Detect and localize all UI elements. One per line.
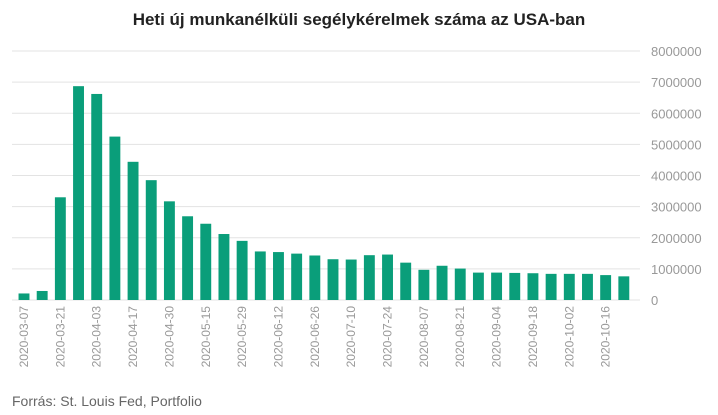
bar [582,273,593,300]
y-tick-label: 1000000 [651,262,702,277]
bar [545,273,557,300]
bar [36,290,48,300]
bar [563,273,575,300]
x-tick-label: 2020-04-30 [162,306,176,368]
bar [491,272,503,300]
bar [600,275,612,300]
bar [509,272,521,300]
bar [363,255,375,300]
bar [127,161,139,300]
bar [54,197,66,300]
bar [73,86,84,300]
x-tick-label: 2020-10-16 [599,306,613,368]
x-tick-label: 2020-08-21 [453,306,467,368]
bar [527,273,539,300]
bar [418,269,430,300]
bar [273,252,284,300]
x-axis-ticks: 2020-03-07 2020-03-21 2020-04-03 2020-04-17… [17,306,613,368]
x-tick-label: 2020-04-17 [126,306,140,368]
x-tick-label: 2020-03-07 [17,306,31,368]
chart-title: Heti új munkanélküli segélykérelmek szám… [132,10,586,29]
bar [382,254,393,300]
x-tick-label: 2020-09-18 [526,306,540,368]
bar [400,262,412,300]
bar [163,201,175,300]
x-tick-label: 2020-08-07 [417,306,431,368]
y-tick-label: 6000000 [651,106,702,121]
bar [436,265,448,300]
bar [218,234,230,300]
x-tick-label: 2020-07-24 [381,306,395,368]
bar [327,259,339,300]
bar [91,93,103,300]
x-tick-label: 2020-06-12 [271,306,285,368]
bar [200,223,212,300]
y-tick-label: 7000000 [651,75,702,90]
bar [145,180,157,300]
x-tick-label: 2020-10-02 [562,306,576,368]
y-tick-label: 3000000 [651,200,702,215]
y-tick-label: 5000000 [651,137,702,152]
y-tick-label: 4000000 [651,169,702,184]
bar [18,293,30,300]
x-tick-label: 2020-05-15 [199,306,213,368]
x-tick-label: 2020-07-10 [344,306,358,368]
bar [182,216,194,300]
bar [618,276,630,300]
bar [236,240,248,300]
gridlines [12,50,640,301]
bar [254,251,266,300]
x-tick-label: 2020-06-26 [308,306,322,368]
x-tick-label: 2020-05-29 [235,306,249,368]
y-axis-ticks: 0 1000000 2000000 3000000 4000000 5000000 6000… [651,44,702,308]
x-tick-label: 2020-04-03 [90,306,104,368]
y-tick-label: 2000000 [651,231,702,246]
y-tick-label: 8000000 [651,44,702,59]
bars [18,86,630,300]
bar [109,136,121,300]
bar [472,272,484,300]
bar [309,255,321,300]
bar [345,259,357,300]
x-tick-label: 2020-03-21 [53,306,67,368]
source-note: Forrás: St. Louis Fed, Portfolio [12,393,202,409]
x-tick-label: 2020-09-04 [490,306,504,368]
bar [454,268,466,300]
bar [291,253,303,300]
y-tick-label: 0 [651,293,658,308]
